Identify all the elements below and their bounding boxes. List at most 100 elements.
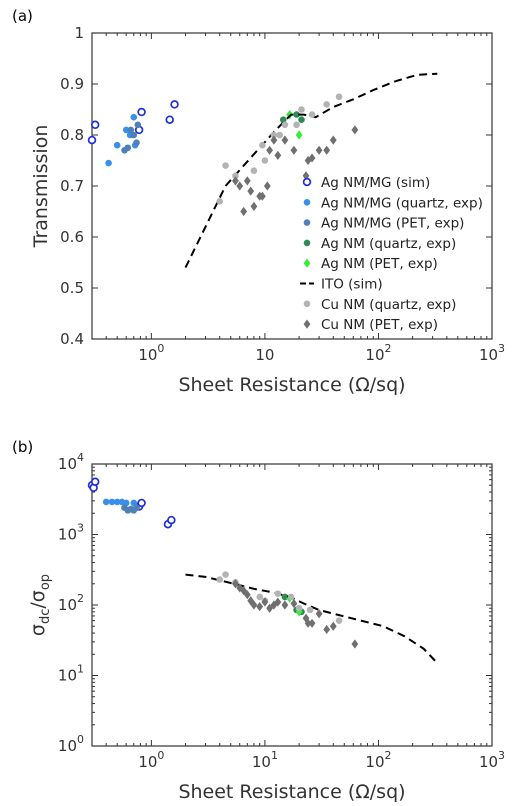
panel-a-ag-nm-quartz-exp-point [279,116,287,123]
panel-a-ag-nm-quartz-exp-point [298,116,305,123]
panel-a-y-tick-label: 0.9 [60,75,84,93]
panel-b-ag-nm-mg-sim-point [90,477,100,487]
legend-cu-nm-quartz-exp-swatch [303,300,311,308]
panel-a-ag-nm-mg-pet-exp-point [130,131,138,139]
panel-a-cu-nm-pet-exp-point [281,135,289,145]
panel-a-y-tick-label: 0.6 [60,228,84,246]
panel-a-cu-nm-quartz-exp-point [293,121,300,129]
panel-a-cu-nm-pet-exp-point [270,135,278,145]
panel-a-cu-nm-pet-exp-point [351,125,359,135]
panel-b-cu-nm-pet-exp-point [304,618,312,628]
panel-a-ag-nm-mg-sim-point [165,115,174,124]
legend-ag-nm-mg-pet-exp-label: Ag NM/MG (PET, exp) [321,216,464,232]
panel-a-cu-nm-quartz-exp-point [259,141,266,149]
panel-a-ag-nm-mg-pet-exp-point [124,144,132,152]
panel-b-cu-nm-pet-exp-point [250,600,258,610]
legend-ag-nm-mg-quartz-exp-label: Ag NM/MG (quartz, exp) [321,195,483,211]
panel-a-y-tick-label: 0.5 [60,279,84,297]
panel-a-cu-nm-quartz-exp-point [281,121,289,129]
panel-b-cu-nm-pet-exp-point [290,598,298,609]
panel-b-cu-nm-pet-exp-point [247,596,255,606]
panel-b-ag-nm-mg-quartz-exp-point [113,498,121,506]
panel-a-cu-nm-quartz-exp-point [298,106,305,113]
legend-ag-nm-mg-sim-label: Ag NM/MG (sim) [321,175,430,191]
panel-a-cu-nm-pet-exp-point [232,176,239,186]
panel-b-ag-nm-mg-sim-point [137,498,146,508]
panel-a-ag-nm-mg-pet-exp-point [127,126,135,134]
legend-cu-nm-pet-exp-label: Cu NM (PET, exp) [321,317,438,333]
panel-a-cu-nm-pet-exp-point [329,135,337,145]
panel-b-cu-nm-quartz-exp-point [222,571,229,578]
panel-a-cu-nm-quartz-exp-point [276,131,284,139]
panel-b-x-tick-label: 102 [365,749,391,771]
panel-a-ag-nm-mg-pet-exp-point [134,121,142,129]
panel-a-y-tick-label: 0.4 [60,330,84,348]
panel-a-cu-nm-pet-exp-point [258,191,266,201]
panel-a-cu-nm-pet-exp-point [236,181,244,191]
panel-b-cu-nm-pet-exp-point [281,600,289,610]
panel-a-y-axis-label: Transmission [30,125,52,249]
panel-a-cu-nm-quartz-exp-point [222,162,229,169]
panel-a-x-tick-label: 103 [479,342,505,364]
panel-b-cu-nm-quartz-exp-point [216,576,224,583]
panel-a-ag-nm-mg-sim-point [90,120,100,130]
panel-a-ag-nm-mg-sim-point [87,135,97,145]
panel-b-cu-nm-quartz-exp-point [335,617,343,624]
panel-b-cu-nm-pet-exp-point [329,621,337,631]
panel-a-ag-nm-mg-sim-point [170,100,179,109]
panel-b-x-axis-label: Sheet Resistance (Ω/sq) [178,781,405,803]
legend-ag-nm-pet-exp-label: Ag NM (PET, exp) [321,256,438,272]
panel-b-cu-nm-pet-exp-point [232,579,239,589]
panel-b-cu-nm-pet-exp-point [315,609,323,619]
panel-b-cu-nm-pet-exp-point [256,601,264,612]
panel-a-cu-nm-quartz-exp-point [250,167,258,174]
panel-b-x-tick-label: 100 [138,749,164,771]
panel-b-ito-sim-line [185,573,439,664]
panel-a-cu-nm-pet-exp-point [266,145,274,155]
panel-b-y-tick-label: 104 [58,451,84,473]
panel-a-cu-nm-pet-exp-point [274,150,282,160]
panel-a: (a) 100 10 102 103 0.4 0.5 0.6 0.7 0.8 0.9 1 Sheet R… [12,7,505,396]
panel-a-ag-nm-pet-exp-point [295,130,303,140]
panel-b-cu-nm-pet-exp-point [266,603,274,613]
panel-b-cu-nm-pet-exp-point [351,639,359,649]
panel-a-ag-nm-quartz-exp-point [293,111,300,118]
panel-b-cu-nm-quartz-exp-point [274,590,282,597]
legend-ag-nm-pet-exp-swatch [303,258,311,268]
panel-b-ag-nm-mg-quartz-exp-point [102,498,110,506]
panel-a-cu-nm-quartz-exp-point [308,111,316,118]
legend-ag-nm-mg-quartz-exp-swatch [303,199,311,206]
panel-a-ag-nm-mg-quartz-exp-point [105,159,112,167]
panel-b-panel-label: (b) [12,438,33,456]
panel-a-cu-nm-quartz-exp-point [270,131,278,139]
panel-a-cu-nm-quartz-exp-point [323,101,330,108]
panel-b-x-tick-label: 103 [479,749,505,771]
panel-b-cu-nm-pet-exp-point [243,590,251,600]
panel-b-ag-nm-mg-pet-exp-point [133,504,140,511]
legend-ag-nm-mg-pet-exp-swatch [303,219,311,226]
panel-a-ag-nm-mg-quartz-exp-point [113,141,121,149]
legend-ag-nm-quartz-exp-label: Ag NM (quartz, exp) [321,236,456,252]
panel-a-cu-nm-quartz-exp-point [232,172,239,180]
panel-a-axes-frame [91,32,493,340]
panel-b-y-axis-label: σdc/σop [27,574,53,636]
legend-ito-sim-label: ITO (sim) [321,277,383,293]
legend-ag-nm-mg-sim-swatch [302,177,312,187]
legend-ag-nm-quartz-exp-swatch [303,239,311,247]
panel-a-y-tick-label: 0.7 [60,177,84,195]
panel-a-cu-nm-quartz-exp-point [335,93,343,101]
legend-cu-nm-pet-exp-swatch [303,319,311,329]
panel-a-cu-nm-quartz-exp-point [216,198,224,205]
panel-b-y-tick-label: 101 [58,663,84,685]
panel-b-y-tick-label: 100 [58,733,84,755]
panel-b-ag-nm-mg-sim-point [167,515,176,525]
panel-b-ag-nm-mg-quartz-exp-point [108,498,116,506]
panel-a-ag-nm-pet-exp-point [286,110,294,120]
panel-b-y-tick-label: 103 [58,522,84,544]
panel-a-cu-nm-pet-exp-point [308,153,316,163]
panel-b-y-tick-label: 102 [58,592,84,614]
legend-cu-nm-quartz-exp-label: Cu NM (quartz, exp) [321,297,456,313]
panel-a-cu-nm-pet-exp-point [250,201,258,211]
panel-b-cu-nm-pet-exp-point [274,597,282,607]
